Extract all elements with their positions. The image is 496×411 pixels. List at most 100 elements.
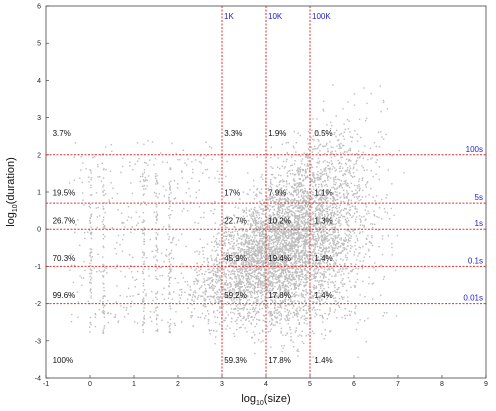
data-point <box>318 179 320 181</box>
data-point <box>335 245 337 247</box>
data-point <box>297 171 299 174</box>
data-point <box>319 189 321 192</box>
data-point <box>267 268 270 270</box>
data-point <box>358 178 361 180</box>
data-point <box>349 231 352 233</box>
data-point <box>293 206 296 208</box>
data-point <box>294 313 296 315</box>
data-point <box>298 277 300 279</box>
data-point <box>324 329 327 331</box>
data-point <box>305 284 307 286</box>
data-point <box>382 138 385 140</box>
data-point <box>277 239 280 242</box>
data-point <box>356 140 359 142</box>
data-point <box>228 274 230 276</box>
data-point <box>343 216 346 218</box>
data-point <box>317 199 320 201</box>
data-point <box>226 226 228 229</box>
data-point <box>339 165 342 168</box>
data-point <box>284 291 287 293</box>
data-point <box>340 214 343 216</box>
data-point <box>279 281 281 283</box>
data-point <box>205 270 207 273</box>
data-point <box>272 225 274 228</box>
data-point <box>301 315 304 317</box>
data-point <box>232 245 234 247</box>
data-point <box>357 322 359 324</box>
data-point <box>216 296 218 299</box>
data-point <box>211 241 213 243</box>
data-point <box>260 176 262 178</box>
data-point <box>288 271 290 273</box>
data-point <box>359 224 362 226</box>
data-point <box>242 268 244 271</box>
data-point <box>266 227 269 229</box>
data-point <box>254 307 257 309</box>
data-point <box>314 185 317 187</box>
data-point <box>298 232 300 234</box>
data-point <box>319 244 322 246</box>
data-point <box>331 246 333 248</box>
data-point <box>242 236 244 238</box>
data-point <box>283 254 285 256</box>
data-point <box>336 188 338 190</box>
data-point <box>311 309 314 311</box>
data-point <box>358 190 360 192</box>
data-point <box>279 227 281 230</box>
data-point <box>245 257 248 260</box>
data-point <box>264 205 266 208</box>
data-point <box>387 152 390 155</box>
data-point <box>356 211 358 213</box>
data-point <box>281 248 283 250</box>
data-point <box>306 266 309 269</box>
data-point <box>273 292 275 294</box>
data-point <box>264 207 267 209</box>
data-point <box>270 239 272 241</box>
data-point <box>230 277 232 279</box>
data-point <box>261 223 263 225</box>
data-point <box>308 200 310 202</box>
data-point <box>253 239 255 241</box>
data-point <box>318 219 320 221</box>
data-point <box>335 303 337 306</box>
data-point <box>239 287 241 289</box>
data-point <box>338 269 340 271</box>
data-point <box>224 239 226 241</box>
data-point <box>289 326 291 329</box>
data-point <box>252 257 254 260</box>
data-point <box>282 301 284 304</box>
data-point <box>260 292 262 295</box>
data-point <box>305 215 307 217</box>
data-point <box>309 221 311 224</box>
data-point <box>243 253 246 255</box>
data-point <box>264 278 267 280</box>
data-point <box>313 231 315 233</box>
data-point <box>271 272 273 274</box>
data-point <box>317 139 319 141</box>
data-point <box>260 249 262 251</box>
data-point <box>284 280 286 282</box>
data-point <box>247 237 250 240</box>
data-point <box>276 220 278 222</box>
data-point <box>303 254 306 256</box>
data-point <box>359 155 361 158</box>
data-point <box>320 222 322 224</box>
data-point <box>253 293 256 295</box>
data-point <box>278 181 281 183</box>
data-point <box>303 286 305 288</box>
data-point <box>322 250 324 252</box>
data-point <box>353 212 356 215</box>
data-point <box>294 252 296 254</box>
data-point <box>336 139 339 142</box>
data-point <box>284 260 287 262</box>
data-point <box>240 290 242 293</box>
data-point <box>254 352 256 355</box>
data-point <box>321 207 324 209</box>
data-point <box>238 274 241 277</box>
data-point <box>356 191 358 193</box>
data-point <box>228 290 230 292</box>
data-point <box>291 224 293 226</box>
data-point <box>208 278 210 280</box>
data-point <box>291 213 293 216</box>
data-point <box>276 235 278 237</box>
